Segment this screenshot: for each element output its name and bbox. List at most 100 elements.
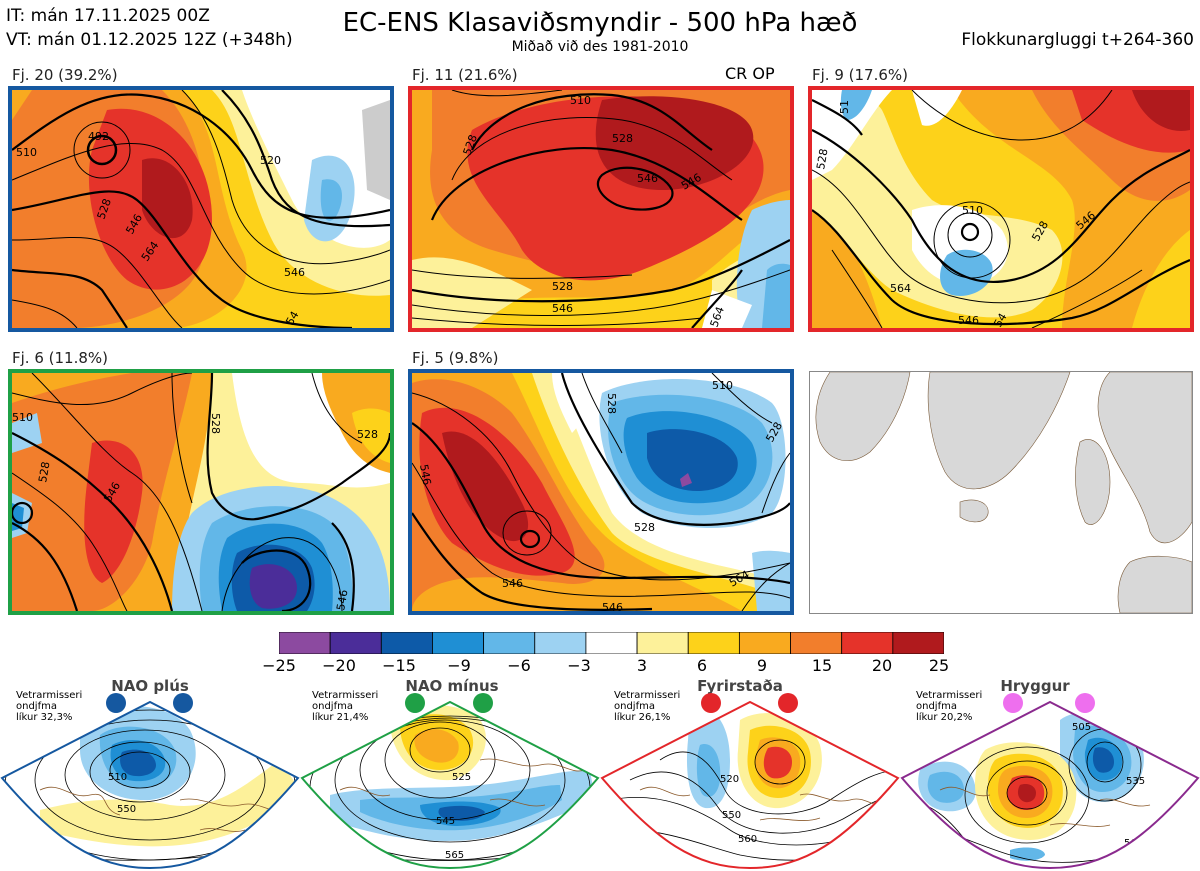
- regime-1-marker-dot: [106, 693, 126, 713]
- regime-2-title: NAO mínus: [405, 677, 499, 695]
- colorbar-segment: [534, 632, 587, 654]
- regime-4-title: Hryggur: [1000, 677, 1070, 695]
- regime-3-contour-label: 560: [738, 834, 757, 845]
- colorbar-label: 9: [756, 656, 768, 675]
- cluster-panel-5[interactable]: 528 546 528 510 528 546 564 546: [408, 369, 794, 615]
- cluster-panel-3[interactable]: 51 510 528 528 546 546 564 54: [808, 86, 1194, 332]
- regime-4-map[interactable]: 505 535 560: [900, 700, 1200, 871]
- regime-2-marker-dot: [473, 693, 493, 713]
- p3-contour-label: 51: [838, 100, 851, 114]
- colorbar-segment: [432, 632, 485, 654]
- p4-contour-label: 546: [334, 589, 350, 611]
- regime-3-contour-label: 550: [722, 810, 741, 821]
- classification-window: Flokkunargluggi t+264-360: [961, 30, 1194, 50]
- p1-contour-label: 492: [88, 130, 109, 143]
- p5-contour-label: 546: [602, 601, 623, 611]
- colorbar-label: −15: [382, 656, 416, 675]
- cluster-map-5: 528 546 528 510 528 546 564 546: [412, 373, 790, 611]
- colorbar-segment: [380, 632, 433, 654]
- colorbar-segment: [687, 632, 740, 654]
- colorbar-segment: [738, 632, 791, 654]
- p1-contour-label: 510: [16, 146, 37, 159]
- valid-time: VT: mán 01.12.2025 12Z (+348h): [6, 30, 293, 50]
- colorbar-label: 20: [871, 656, 893, 675]
- initial-time: IT: mán 17.11.2025 00Z: [6, 6, 210, 26]
- p1-contour-label: 546: [284, 266, 305, 279]
- colorbar-segment: [790, 632, 843, 654]
- p3-contour-label: 528: [814, 148, 830, 171]
- colorbar-segment: [329, 632, 382, 654]
- cluster-panel-4[interactable]: 510 528 528 546 528 546: [8, 369, 394, 615]
- regime-3-marker-dot: [778, 693, 798, 713]
- regime-1-contour-label: 510: [108, 772, 127, 783]
- cluster-panel-2[interactable]: 510 528 528 546 546 528 546 564: [408, 86, 794, 332]
- regime-2-contour-label: 545: [436, 816, 455, 827]
- regime-2-marker-dot: [405, 693, 425, 713]
- regime-3-title: Fyrirstaða: [697, 677, 783, 695]
- p2-contour-label: 564: [708, 305, 727, 328]
- p3-contour-label: 546: [958, 314, 979, 327]
- colorbar-segment: [585, 632, 638, 654]
- colorbar-label: 6: [696, 656, 708, 675]
- regime-4-contour-label: 505: [1072, 722, 1091, 733]
- colorbar-label: −20: [322, 656, 356, 675]
- regime-1-marker-dot: [173, 693, 193, 713]
- regime-4-note: Vetrarmisseri ondjfma líkur 20,2%: [916, 690, 983, 723]
- cluster-map-2: 510 528 528 546 546 528 546 564: [412, 90, 790, 328]
- page-subtitle: Miðað við des 1981-2010: [511, 39, 689, 55]
- regime-1-contour-label: 550: [117, 804, 136, 815]
- p1-contour-label: 520: [260, 154, 281, 167]
- colorbar-label: −6: [507, 656, 531, 675]
- base-map-panel[interactable]: [809, 371, 1193, 614]
- regime-3-contour-label: 520: [720, 774, 739, 785]
- p5-contour-label: 528: [634, 521, 655, 534]
- panel-2-label: Fj. 11 (21.6%): [412, 66, 518, 84]
- colorbar-label: 25: [928, 656, 950, 675]
- p4-contour-label: 528: [209, 413, 222, 434]
- regime-1-map[interactable]: 510 550: [0, 700, 300, 871]
- cluster-map-4: 510 528 528 546 528 546: [12, 373, 390, 611]
- p4-contour-label: 528: [36, 461, 52, 484]
- p4-contour-label: 528: [357, 428, 378, 441]
- regime-3-marker-dot: [701, 693, 721, 713]
- page-title: EC-ENS Klasaviðsmyndir - 500 hPa hæð: [342, 8, 858, 38]
- p2-contour-label: 510: [570, 94, 591, 107]
- p1-contour-label: 54: [283, 309, 301, 328]
- p4-contour-label: 510: [12, 411, 33, 424]
- panel-1-label: Fj. 20 (39.2%): [12, 66, 118, 84]
- regime-1-note: Vetrarmisseri ondjfma líkur 32,3%: [16, 690, 83, 723]
- panel-3-label: Fj. 9 (17.6%): [812, 66, 908, 84]
- p3-contour-label: 564: [890, 282, 911, 295]
- p5-contour-label: 510: [712, 379, 733, 392]
- regime-4-contour-label: 535: [1126, 776, 1145, 787]
- regime-2-contour-label: 565: [445, 850, 464, 861]
- p5-contour-label: 546: [417, 463, 433, 486]
- p2-contour-label: 546: [637, 172, 658, 185]
- regime-4-marker-dot: [1003, 693, 1023, 713]
- p2-contour-label: 546: [552, 302, 573, 315]
- p3-contour-label: 54: [991, 311, 1009, 328]
- colorbar-segment: [636, 632, 689, 654]
- colorbar-label: −25: [262, 656, 296, 675]
- colorbar-segment: [841, 632, 894, 654]
- cluster-map-1: 492 510 528 546 564 520 546 54: [12, 90, 390, 328]
- cluster-map-3: 51 510 528 528 546 546 564 54: [812, 90, 1190, 328]
- cluster-panel-1[interactable]: 492 510 528 546 564 520 546 54: [8, 86, 394, 332]
- colorbar-labels: −25 −20 −15 −9 −6 −3 3 6 9 15 20 25: [262, 656, 949, 676]
- panel-5-label: Fj. 5 (9.8%): [412, 349, 499, 367]
- colorbar-label: −3: [567, 656, 591, 675]
- p3-contour-label: 510: [962, 204, 983, 217]
- regime-3-map[interactable]: 520 550 560: [600, 700, 900, 871]
- p2-contour-label: 528: [552, 280, 573, 293]
- colorbar-segment: [483, 632, 536, 654]
- panel-4-label: Fj. 6 (11.8%): [12, 349, 108, 367]
- colorbar-label: 15: [811, 656, 833, 675]
- colorbar-segment: [279, 632, 331, 654]
- colorbar: [279, 632, 944, 654]
- colorbar-label: 3: [636, 656, 648, 675]
- colorbar-label: −9: [447, 656, 471, 675]
- regime-2-map[interactable]: 525 545 565: [300, 700, 600, 871]
- p5-contour-label: 546: [502, 577, 523, 590]
- p5-contour-label: 528: [605, 393, 618, 414]
- colorbar-segment: [892, 632, 944, 654]
